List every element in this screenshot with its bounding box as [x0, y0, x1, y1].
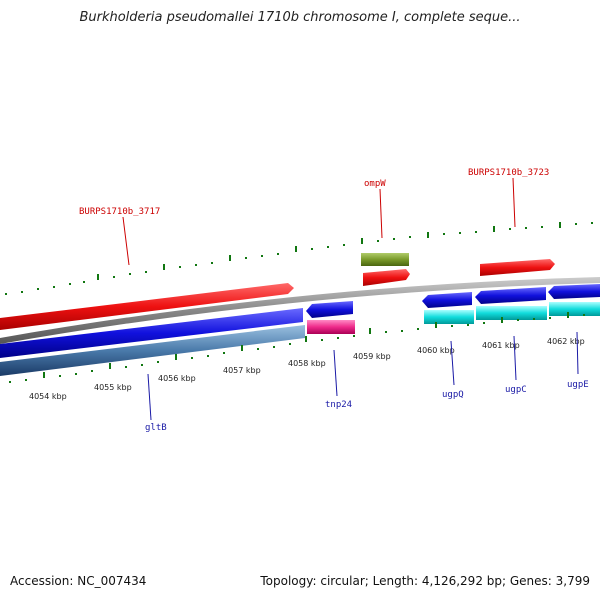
scale-label: 4055 kbp — [94, 383, 132, 392]
scale-label: 4057 kbp — [223, 366, 261, 375]
scale-label: 4062 kbp — [547, 337, 585, 346]
scale-label: 4058 kbp — [288, 359, 326, 368]
scale-label: 4056 kbp — [158, 374, 196, 383]
gene-label-burps1710b-3717[interactable]: BURPS1710b_3717 — [79, 207, 160, 217]
cds-burps1710b-3723[interactable] — [480, 259, 555, 276]
gene-label-ugpc[interactable]: ugpC — [505, 385, 527, 395]
genome-summary-text: Topology: circular; Length: 4,126,292 bp… — [260, 574, 590, 588]
scale-label: 4059 kbp — [353, 352, 391, 361]
feature-cyan-3[interactable] — [549, 302, 600, 316]
feature-cyan-1[interactable] — [424, 310, 474, 324]
gene-label-ugpe[interactable]: ugpE — [567, 380, 589, 390]
cds-ugpe[interactable] — [548, 284, 600, 299]
scale-label: 4060 kbp — [417, 346, 455, 355]
cds-ugpq[interactable] — [422, 292, 472, 308]
cds-ompw[interactable] — [363, 269, 410, 286]
feature-tnp24[interactable] — [307, 320, 355, 334]
feature-steel[interactable] — [0, 325, 305, 376]
reverse-misc-track — [0, 302, 600, 376]
scale-label: 4061 kbp — [482, 341, 520, 350]
genome-backbone — [0, 277, 600, 344]
gene-label-gltb[interactable]: gltB — [145, 423, 167, 433]
forward-strand-track — [0, 253, 555, 330]
accession-text: Accession: NC_007434 — [10, 574, 147, 588]
map-title: Burkholderia pseudomallei 1710b chromoso… — [79, 10, 521, 25]
gene-label-tnp24[interactable]: tnp24 — [325, 400, 352, 410]
gene-label-ompw[interactable]: ompW — [364, 179, 386, 189]
cds-ugpc[interactable] — [475, 287, 546, 304]
forward-gene-labels: BURPS1710b_3717 ompW BURPS1710b_3723 — [79, 168, 549, 266]
gene-label-burps1710b-3723[interactable]: BURPS1710b_3723 — [468, 168, 549, 178]
outer-tick-track — [5, 222, 593, 295]
cds-gltb[interactable] — [0, 308, 303, 358]
cds-reverse-a[interactable] — [306, 301, 353, 318]
scale-labels: 4054 kbp 4055 kbp 4056 kbp 4057 kbp 4058… — [29, 337, 585, 401]
rna-feature[interactable] — [361, 253, 409, 266]
inner-tick-track — [9, 312, 585, 383]
reverse-strand-track — [0, 284, 600, 358]
gene-label-ugpq[interactable]: ugpQ — [442, 390, 464, 400]
reverse-gene-labels: gltB tnp24 ugpQ ugpC ugpE — [145, 331, 589, 433]
feature-cyan-2[interactable] — [476, 306, 547, 320]
cds-burps1710b-3717[interactable] — [0, 283, 294, 330]
scale-label: 4054 kbp — [29, 392, 67, 401]
